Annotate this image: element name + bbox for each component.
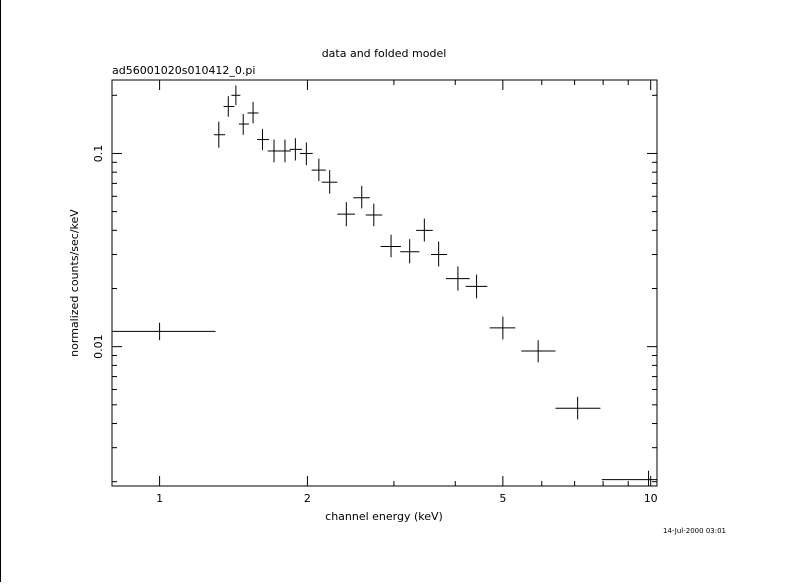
- y-tick-label: 0.01: [92, 334, 105, 359]
- data-point: [465, 274, 488, 299]
- data-point: [416, 218, 433, 242]
- x-tick-label: 2: [304, 492, 311, 505]
- window-border: [0, 0, 1, 582]
- data-point: [521, 340, 556, 363]
- data-point: [321, 170, 338, 194]
- data-point: [289, 138, 303, 161]
- chart-title: data and folded model: [322, 47, 447, 60]
- data-point: [299, 142, 313, 166]
- x-tick-label: 10: [644, 492, 658, 505]
- data-point: [257, 128, 269, 151]
- data-point: [555, 396, 601, 420]
- data-point: [380, 234, 401, 258]
- data-point: [446, 266, 470, 291]
- data-point: [431, 241, 448, 267]
- data-point: [231, 85, 241, 106]
- data-point: [311, 158, 326, 182]
- data-point: [213, 121, 226, 148]
- x-tick-label: 1: [156, 492, 163, 505]
- x-axis-label: channel energy (keV): [325, 510, 443, 523]
- chart-subtitle: ad56001020s010412_0.pi: [112, 64, 255, 77]
- data-point: [489, 316, 516, 340]
- data-point: [601, 470, 657, 486]
- data-point: [278, 139, 291, 163]
- data-point: [400, 239, 420, 264]
- timestamp: 14-Jul-2000 03:01: [663, 527, 726, 535]
- data-point: [112, 322, 216, 341]
- y-tick-label: 0.1: [92, 145, 105, 163]
- axis-ticks: [112, 80, 657, 486]
- data-point: [353, 185, 370, 209]
- data-point: [337, 202, 356, 227]
- plot-frame: [111, 79, 658, 487]
- data-point: [267, 139, 281, 163]
- axis-tick-labels: 1 2 5 10 0.1 0.01: [92, 145, 658, 505]
- data-points: [112, 85, 657, 486]
- data-point: [247, 101, 259, 124]
- y-axis-label: normalized counts/sec/keV: [68, 209, 81, 357]
- data-point: [365, 203, 383, 227]
- data-point: [223, 96, 235, 117]
- x-tick-label: 5: [499, 492, 506, 505]
- data-point: [238, 114, 249, 135]
